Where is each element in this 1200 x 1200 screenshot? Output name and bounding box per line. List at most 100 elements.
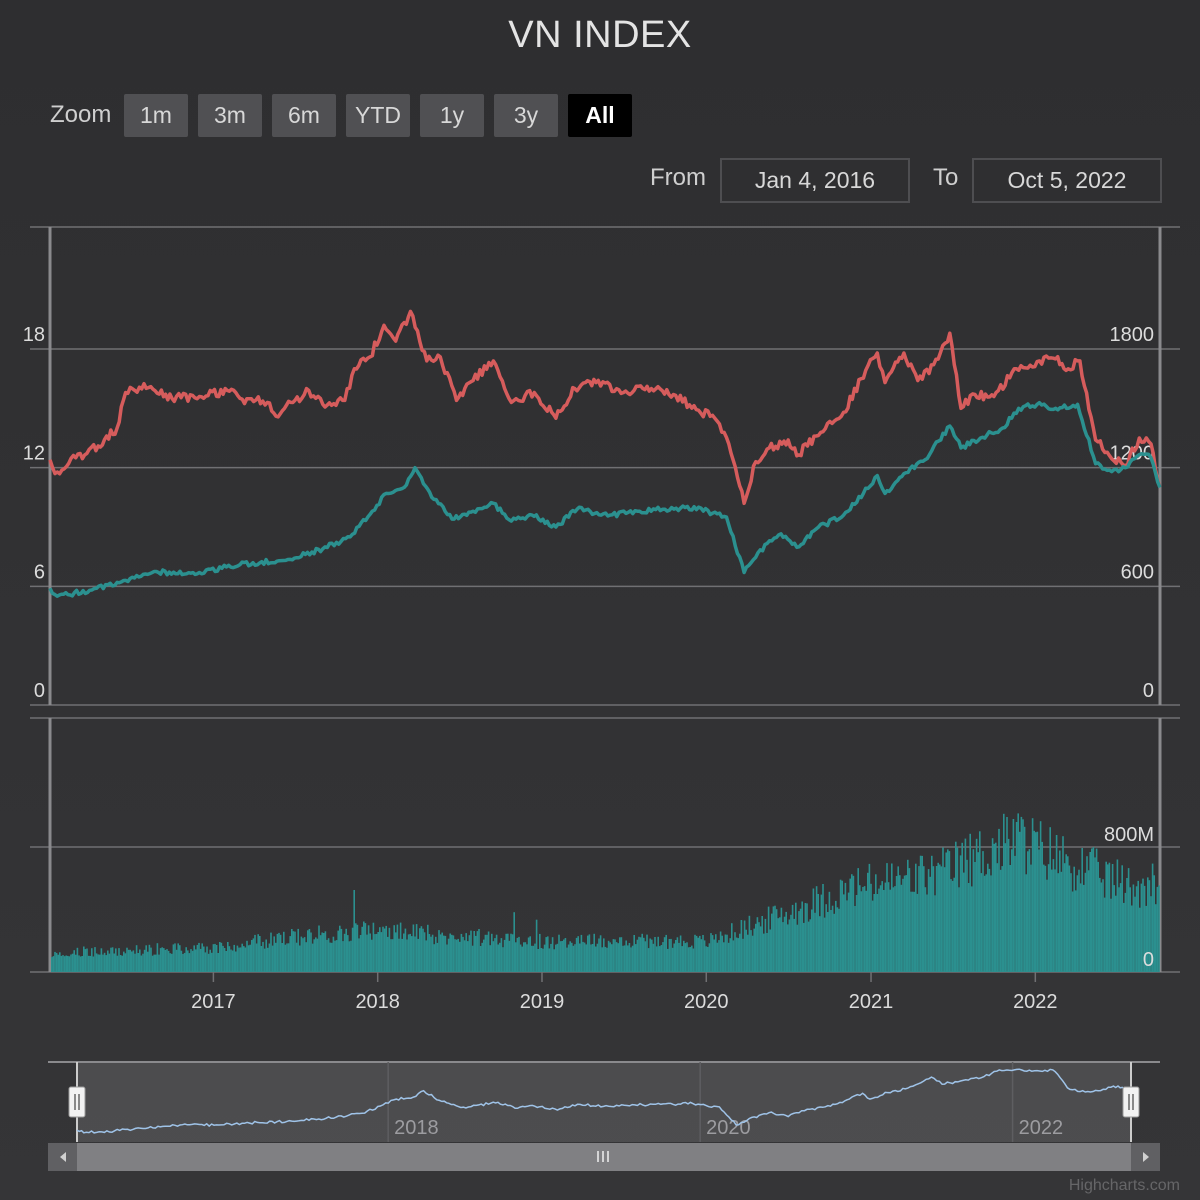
volume-column: [471, 945, 474, 972]
x-axis-tick-label: 2019: [520, 991, 565, 1013]
volume-column: [1001, 866, 1003, 972]
volume-column: [724, 934, 727, 972]
volume-column: [1118, 887, 1120, 972]
zoom-1m-button[interactable]: 1m: [124, 94, 188, 137]
volume-column: [932, 866, 935, 972]
volume-column: [505, 933, 507, 972]
volume-column: [223, 948, 226, 972]
volume-column: [796, 924, 799, 972]
volume-column: [691, 945, 693, 972]
volume-column: [694, 934, 696, 972]
volume-column: [577, 936, 579, 972]
volume-column: [507, 933, 509, 972]
volume-column: [743, 920, 746, 972]
volume-column: [315, 937, 317, 972]
volume-column: [870, 883, 872, 972]
navigator-right-handle[interactable]: [1122, 1086, 1140, 1118]
volume-column: [337, 930, 339, 972]
volume-column: [455, 939, 458, 972]
volume-column: [1047, 864, 1050, 972]
volume-column: [777, 918, 779, 972]
volume-column: [355, 923, 357, 972]
volume-column: [735, 937, 738, 972]
volume-column: [547, 936, 549, 972]
volume-column: [142, 953, 144, 972]
volume-column: [595, 946, 597, 972]
volume-column: [849, 878, 851, 972]
volume-column: [524, 942, 527, 972]
volume-column: [177, 943, 179, 972]
volume-column: [419, 928, 421, 972]
volume-column: [990, 875, 992, 972]
volume-column: [238, 947, 240, 972]
volume-axis-tick-label: 0: [1143, 949, 1154, 971]
volume-column: [1078, 869, 1080, 972]
left-axis-tick-label: 0: [34, 680, 45, 702]
volume-column: [369, 933, 371, 972]
volume-column: [412, 924, 415, 972]
from-date-input[interactable]: Jan 4, 2016: [720, 158, 910, 203]
volume-column: [716, 942, 719, 972]
volume-column: [127, 949, 130, 972]
volume-column: [209, 949, 211, 972]
volume-column: [609, 942, 611, 972]
volume-column: [697, 937, 699, 972]
navigator[interactable]: 2018 2020 2022: [48, 1061, 1160, 1142]
volume-column: [998, 828, 1000, 972]
volume-column: [214, 943, 216, 972]
volume-column: [465, 933, 467, 972]
volume-column: [137, 953, 139, 972]
volume-column: [623, 945, 626, 972]
handle-box: [1122, 1086, 1140, 1118]
scrollbar-thumb[interactable]: [77, 1143, 1131, 1171]
volume-column: [489, 945, 491, 972]
scrollbar[interactable]: [48, 1143, 1160, 1171]
navigator-left-handle[interactable]: [68, 1086, 86, 1118]
volume-column: [396, 924, 399, 972]
volume-column: [939, 864, 941, 972]
to-date-input[interactable]: Oct 5, 2022: [972, 158, 1162, 203]
volume-column: [681, 946, 683, 972]
zoom-3m-button[interactable]: 3m: [198, 94, 262, 137]
volume-column: [139, 949, 141, 972]
volume-column: [1023, 826, 1026, 972]
volume-column: [467, 941, 469, 972]
volume-column: [775, 909, 778, 972]
volume-column: [945, 852, 947, 972]
volume-column: [654, 937, 656, 972]
volume-column: [918, 866, 920, 972]
volume-column: [1060, 871, 1063, 972]
volume-column: [86, 948, 88, 972]
credits-text[interactable]: Highcharts.com: [1069, 1177, 1180, 1194]
volume-column: [188, 953, 191, 972]
volume-column: [1049, 827, 1051, 972]
volume-column: [867, 872, 869, 972]
zoom-ytd-button[interactable]: YTD: [346, 94, 410, 137]
volume-column: [1036, 831, 1039, 972]
volume-column: [207, 953, 210, 972]
volume-column: [54, 951, 56, 972]
volume-column: [865, 890, 867, 972]
zoom-3y-button[interactable]: 3y: [494, 94, 558, 137]
volume-column: [729, 938, 731, 972]
volume-column: [508, 940, 511, 972]
volume-column: [969, 833, 971, 972]
zoom-1y-button[interactable]: 1y: [420, 94, 484, 137]
volume-column: [523, 942, 525, 972]
volume-column: [801, 901, 803, 972]
volume-column: [220, 942, 223, 972]
volume-column: [718, 940, 720, 972]
zoom-6m-button[interactable]: 6m: [272, 94, 336, 137]
volume-column: [497, 944, 499, 972]
volume-column: [947, 849, 949, 972]
zoom-all-button[interactable]: All: [568, 94, 632, 137]
volume-axis-tick-label: 800M: [1104, 824, 1154, 846]
volume-column: [375, 933, 378, 972]
volume-column: [1007, 838, 1010, 972]
volume-column: [511, 934, 514, 972]
volume-column: [628, 943, 631, 972]
volume-column: [343, 933, 346, 972]
volume-column: [811, 909, 813, 972]
volume-column: [145, 945, 147, 972]
volume-column: [817, 894, 819, 972]
